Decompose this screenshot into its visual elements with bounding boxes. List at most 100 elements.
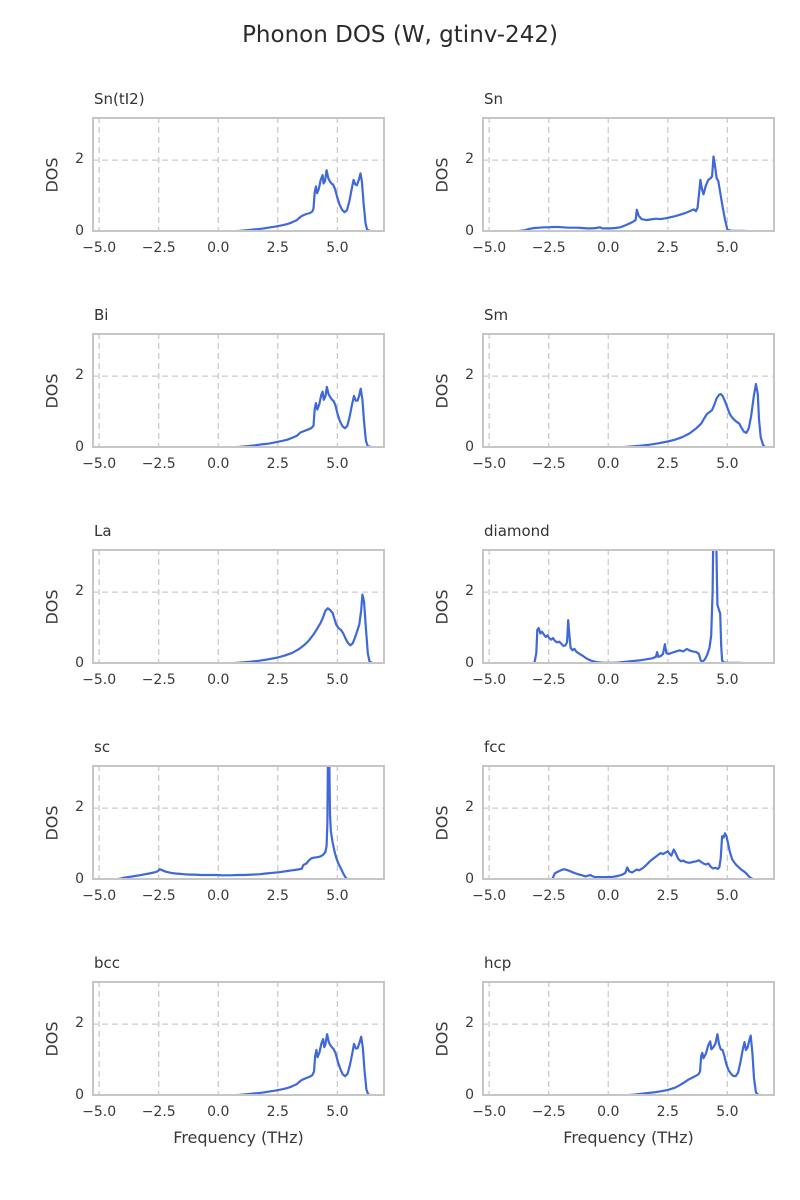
- x-tick-label: 2.5: [656, 888, 679, 904]
- dos-axis-label: DOS: [42, 1020, 62, 1057]
- plot-area: [92, 333, 385, 448]
- frequency-axis-label: Frequency (THz): [173, 1128, 304, 1147]
- dos-curve: [110, 765, 367, 880]
- dos-curve: [521, 549, 757, 664]
- x-tick-label: 5.0: [716, 456, 739, 472]
- x-tick-label: 2.5: [656, 1104, 679, 1120]
- subplot-title: fcc: [484, 738, 506, 756]
- plot-area: [482, 765, 775, 880]
- y-tick-label: 0: [465, 871, 474, 887]
- subplot-title: Bi: [94, 306, 109, 324]
- plot-frame: [92, 117, 385, 232]
- x-tick-label: 2.5: [266, 888, 289, 904]
- dos-curve: [547, 832, 765, 880]
- x-tick-label: 0.0: [597, 240, 620, 256]
- x-tick-label: 2.5: [266, 456, 289, 472]
- subplot-title: hcp: [484, 954, 512, 972]
- y-tick-label: 2: [465, 1015, 474, 1032]
- x-tick-label: −5.0: [82, 240, 117, 256]
- x-tick-label: −5.0: [472, 1104, 507, 1120]
- plot-frame: [482, 981, 775, 1096]
- y-tick-label: 0: [75, 655, 84, 671]
- x-tick-label: −2.5: [141, 456, 176, 472]
- x-tick-label: 2.5: [266, 1104, 289, 1120]
- x-tick-label: 5.0: [716, 1104, 739, 1120]
- x-tick-label: 5.0: [326, 672, 349, 688]
- x-tick-label: 2.5: [656, 672, 679, 688]
- x-tick-label: −2.5: [141, 888, 176, 904]
- y-tick-label: 2: [75, 583, 84, 600]
- x-tick-label: 0.0: [207, 456, 230, 472]
- y-tick-label: 2: [75, 799, 84, 816]
- y-tick-label: 0: [75, 223, 84, 239]
- plot-frame: [482, 117, 775, 232]
- x-tick-label: 5.0: [326, 240, 349, 256]
- dos-axis-label: DOS: [42, 804, 62, 841]
- x-tick-label: 2.5: [656, 456, 679, 472]
- x-tick-label: −2.5: [141, 240, 176, 256]
- x-tick-label: 0.0: [207, 672, 230, 688]
- x-tick-label: −5.0: [472, 456, 507, 472]
- dos-axis-label: DOS: [42, 372, 62, 409]
- x-tick-label: −2.5: [531, 1104, 566, 1120]
- plot-area: [482, 117, 775, 232]
- y-tick-label: 0: [465, 223, 474, 239]
- dos-axis-label: DOS: [432, 156, 452, 193]
- dos-axis-label: DOS: [42, 588, 62, 625]
- plot-frame: [92, 549, 385, 664]
- x-tick-label: −2.5: [141, 672, 176, 688]
- x-tick-label: −5.0: [472, 672, 507, 688]
- plot-area: [482, 333, 775, 448]
- x-tick-label: 0.0: [597, 672, 620, 688]
- x-tick-label: −5.0: [82, 672, 117, 688]
- x-tick-label: 0.0: [207, 888, 230, 904]
- plot-area: [482, 981, 775, 1096]
- plot-area: [92, 765, 385, 880]
- x-tick-label: −5.0: [472, 240, 507, 256]
- x-tick-label: −5.0: [82, 888, 117, 904]
- plot-frame: [482, 333, 775, 448]
- y-tick-label: 2: [465, 367, 474, 384]
- y-tick-label: 2: [465, 583, 474, 600]
- x-tick-label: 0.0: [597, 888, 620, 904]
- plot-frame: [92, 765, 385, 880]
- y-tick-label: 2: [75, 1015, 84, 1032]
- x-tick-label: 0.0: [207, 1104, 230, 1120]
- subplot-title: bcc: [94, 954, 121, 972]
- subplot-title: Sn(tI2): [94, 90, 145, 108]
- dos-curve: [614, 1033, 774, 1096]
- subplot-title: Sm: [484, 306, 509, 324]
- dos-curve: [224, 385, 384, 448]
- y-tick-label: 0: [465, 439, 474, 455]
- x-tick-label: −2.5: [531, 456, 566, 472]
- x-tick-label: 5.0: [716, 888, 739, 904]
- dos-curve: [609, 382, 774, 448]
- y-tick-label: 2: [465, 799, 474, 816]
- x-tick-label: −5.0: [82, 456, 117, 472]
- frequency-axis-label: Frequency (THz): [563, 1128, 694, 1147]
- plot-frame: [92, 333, 385, 448]
- dos-curve: [224, 1033, 384, 1096]
- y-tick-label: 0: [465, 1087, 474, 1103]
- x-tick-label: −2.5: [531, 672, 566, 688]
- y-tick-label: 2: [75, 151, 84, 168]
- x-tick-label: 5.0: [326, 456, 349, 472]
- x-tick-label: −2.5: [531, 240, 566, 256]
- plot-frame: [482, 549, 775, 664]
- x-tick-label: 2.5: [656, 240, 679, 256]
- plot-area: [92, 117, 385, 232]
- y-tick-label: 2: [75, 367, 84, 384]
- x-tick-label: −5.0: [82, 1104, 117, 1120]
- plot-area: [92, 549, 385, 664]
- x-tick-label: −2.5: [141, 1104, 176, 1120]
- y-tick-label: 0: [75, 439, 84, 455]
- x-tick-label: 5.0: [716, 240, 739, 256]
- plot-frame: [482, 765, 775, 880]
- x-tick-label: −2.5: [531, 888, 566, 904]
- dos-curve: [224, 169, 384, 232]
- subplot-title: diamond: [484, 522, 550, 540]
- x-tick-label: 2.5: [266, 240, 289, 256]
- x-tick-label: 0.0: [207, 240, 230, 256]
- x-tick-label: 5.0: [326, 888, 349, 904]
